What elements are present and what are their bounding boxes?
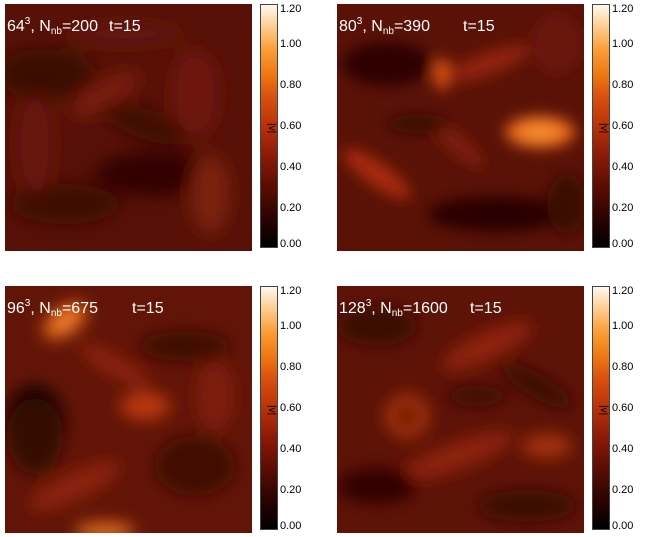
colorbar: [260, 286, 278, 530]
colorbar-ticks: 1.20 1.00 0.80 0.60 0.40 0.20 0.00: [280, 3, 320, 250]
colorbar-label: |v|: [266, 123, 277, 134]
time-label: t=15: [463, 18, 495, 35]
tick-label: 0.80: [612, 361, 634, 373]
panel-64: 643, Nnb=200 t=15 1.20 1.00 0.80 0.60 0.…: [5, 4, 325, 254]
velocity-field-image: [5, 4, 252, 251]
colorbar: [592, 286, 610, 530]
tick-label: 0.40: [280, 161, 302, 173]
tick-label: 0.40: [612, 161, 634, 173]
tick-label: 0.00: [280, 238, 302, 250]
panel-96: 963, Nnb=675 t=15 1.20 1.00 0.80 0.60 0.…: [5, 286, 325, 536]
panel-80: 803, Nnb=390 t=15 1.20 1.00 0.80 0.60 0.…: [337, 4, 646, 254]
time-label: t=15: [132, 300, 164, 317]
colorbar-ticks: 1.20 1.00 0.80 0.60 0.40 0.20 0.00: [612, 285, 646, 532]
tick-label: 0.60: [280, 402, 302, 414]
tick-label: 0.00: [612, 238, 634, 250]
time-label: t=15: [470, 300, 502, 317]
tick-label: 1.00: [280, 320, 302, 332]
tick-label: 0.80: [280, 361, 302, 373]
tick-label: 1.20: [612, 285, 634, 297]
tick-label: 0.40: [612, 443, 634, 455]
tick-label: 0.20: [612, 202, 634, 214]
colorbar-label: |v|: [598, 405, 609, 416]
tick-label: 0.80: [612, 79, 634, 91]
panel-label: 643, Nnb=200 t=15: [7, 16, 141, 37]
tick-label: 1.00: [280, 38, 302, 50]
panel-label: 803, Nnb=390 t=15: [339, 16, 495, 37]
colorbar: [592, 4, 610, 248]
tick-label: 1.20: [280, 3, 302, 15]
tick-label: 1.00: [612, 320, 634, 332]
colorbar-label: |v|: [266, 405, 277, 416]
colorbar-ticks: 1.20 1.00 0.80 0.60 0.40 0.20 0.00: [612, 3, 646, 250]
velocity-field-image: [337, 4, 584, 251]
tick-label: 1.00: [612, 38, 634, 50]
tick-label: 0.60: [612, 402, 634, 414]
velocity-field-image: [337, 286, 584, 533]
tick-label: 0.00: [612, 520, 634, 532]
tick-label: 0.00: [280, 520, 302, 532]
panel-128: 1283, Nnb=1600 t=15 1.20 1.00 0.80 0.60 …: [337, 286, 646, 536]
colorbar-label: |v|: [598, 123, 609, 134]
tick-label: 1.20: [280, 285, 302, 297]
tick-label: 0.60: [612, 120, 634, 132]
tick-label: 0.20: [280, 202, 302, 214]
time-label: t=15: [109, 18, 141, 35]
tick-label: 0.60: [280, 120, 302, 132]
panel-label: 1283, Nnb=1600 t=15: [339, 298, 502, 319]
colorbar: [260, 4, 278, 248]
velocity-field-image: [5, 286, 252, 533]
tick-label: 0.40: [280, 443, 302, 455]
tick-label: 0.80: [280, 79, 302, 91]
colorbar-ticks: 1.20 1.00 0.80 0.60 0.40 0.20 0.00: [280, 285, 320, 532]
tick-label: 0.20: [612, 484, 634, 496]
tick-label: 0.20: [280, 484, 302, 496]
panel-label: 963, Nnb=675 t=15: [7, 298, 164, 319]
tick-label: 1.20: [612, 3, 634, 15]
